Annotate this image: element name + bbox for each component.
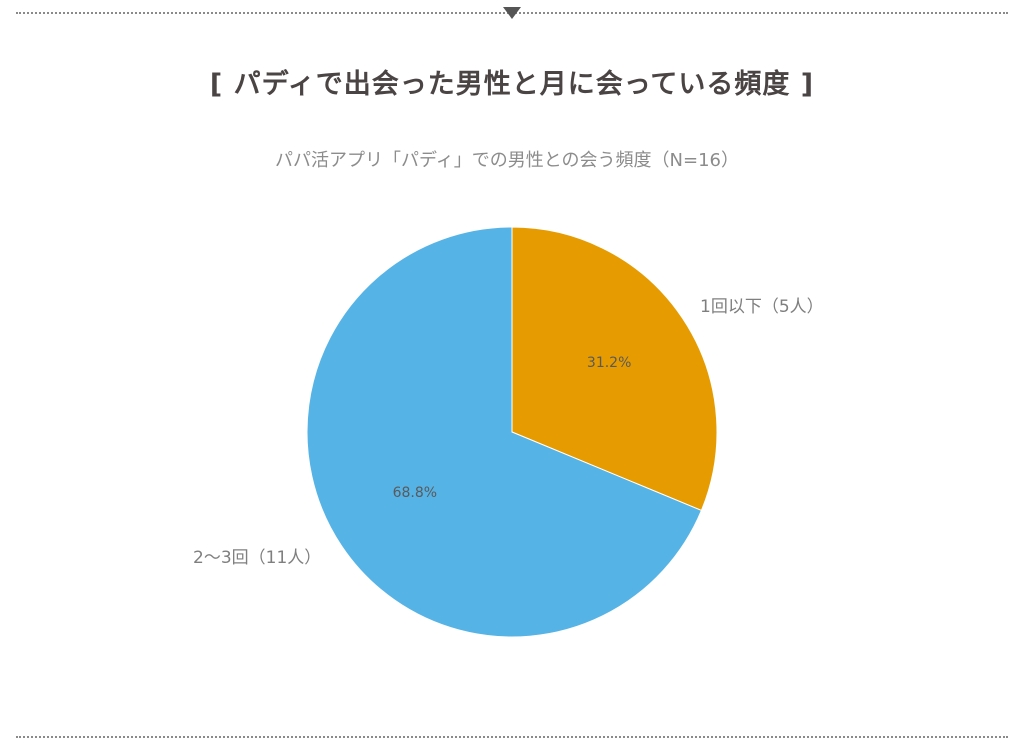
bottom-dotted-divider (16, 736, 1008, 738)
slice-category-label-2: 2〜3回（11人） (193, 548, 321, 568)
slice-percent-label-1: 31.2% (587, 355, 631, 371)
pie-slice-1 (511, 226, 718, 512)
slice-percent-label-2: 68.8% (393, 485, 437, 501)
slice-category-label-1: 1回以下（5人） (700, 297, 824, 317)
page-heading: [ パディで出会った男性と月に会っている頻度 ] (209, 69, 815, 100)
chart-title: パパ活アプリ「パディ」での男性との会う頻度（N=16） (275, 150, 739, 171)
pie-slice-2 (306, 226, 703, 638)
down-triangle-icon (503, 7, 521, 19)
